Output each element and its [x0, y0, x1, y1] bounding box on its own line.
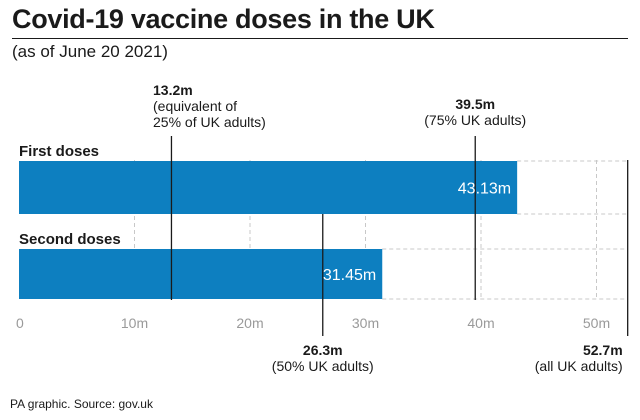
- source-note: PA graphic. Source: gov.uk: [10, 397, 153, 411]
- category-label-1: Second doses: [19, 231, 121, 248]
- x-tick-label-4: 40m: [467, 315, 494, 331]
- x-tick-label-3: 30m: [352, 315, 379, 331]
- chart-title: Covid-19 vaccine doses in the UK: [12, 4, 435, 34]
- title-rule: [12, 38, 628, 39]
- annotation-text-0-0: 13.2m: [153, 82, 193, 98]
- annotation-text-0-2: 25% of UK adults): [153, 114, 266, 130]
- annotation-text-3-0: 52.7m: [583, 342, 623, 358]
- value-label-0: 43.13m: [458, 181, 511, 198]
- x-tick-label-0: 0: [16, 315, 24, 331]
- annotation-text-1-0: 39.5m: [455, 96, 495, 112]
- annotation-text-1-1: (75% UK adults): [424, 112, 526, 128]
- annotation-text-0-1: (equivalent of: [153, 98, 237, 114]
- bar-1: [19, 249, 383, 299]
- annotation-text-3-1: (all UK adults): [535, 358, 623, 374]
- bar-0: [19, 161, 518, 214]
- annotation-text-2-1: (50% UK adults): [272, 358, 374, 374]
- x-tick-label-1: 10m: [121, 315, 148, 331]
- chart-subtitle: (as of June 20 2021): [12, 42, 168, 61]
- category-label-0: First doses: [19, 143, 99, 160]
- x-tick-label-5: 50m: [583, 315, 610, 331]
- value-label-1: 31.45m: [323, 267, 376, 284]
- annotation-text-2-0: 26.3m: [303, 342, 343, 358]
- x-tick-label-2: 20m: [236, 315, 263, 331]
